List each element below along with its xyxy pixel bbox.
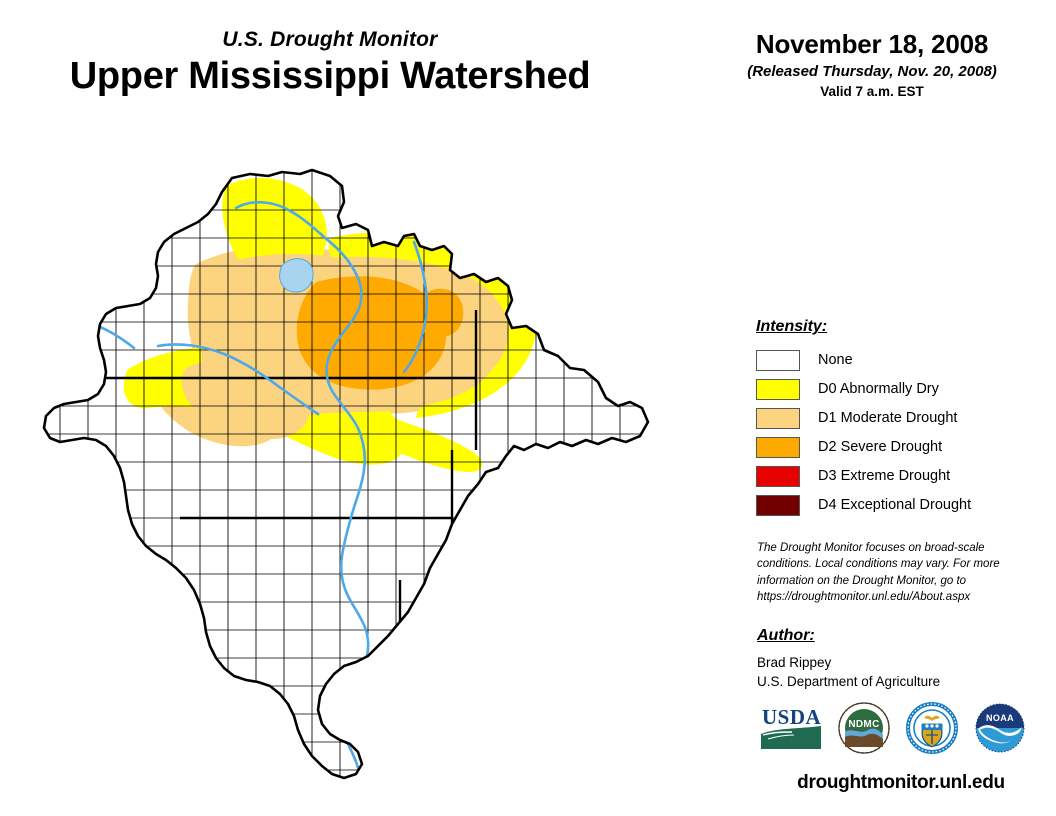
legend-item-d4[interactable]: D4 Exceptional Drought [756, 491, 1046, 520]
page-title: Upper Mississippi Watershed [69, 55, 591, 98]
legend: Intensity: None D0 Abnormally Dry D1 Mod… [756, 318, 1046, 520]
legend-swatch-d4 [756, 495, 800, 516]
usda-logo[interactable]: USDA [760, 702, 822, 755]
legend-item-d3[interactable]: D3 Extreme Drought [756, 462, 1046, 491]
region-d0-south-band [267, 403, 483, 472]
disclaimer-line-1: The Drought Monitor focuses on broad-sca… [757, 542, 985, 554]
legend-label-d0: D0 Abnormally Dry [818, 381, 939, 398]
legend-swatch-d2 [756, 437, 800, 458]
author-affiliation: U.S. Department of Agriculture [757, 674, 941, 690]
legend-swatch-d0 [756, 379, 800, 400]
legend-title: Intensity: [756, 318, 828, 335]
legend-item-d0[interactable]: D0 Abnormally Dry [756, 375, 1046, 404]
legend-item-d2[interactable]: D2 Severe Drought [756, 433, 1046, 462]
valid-time: Valid 7 a.m. EST [820, 83, 924, 99]
nws-seal-logo[interactable] [906, 702, 958, 759]
map-date: November 18, 2008 [755, 29, 989, 59]
svg-text:USDA: USDA [762, 705, 822, 729]
site-url[interactable]: droughtmonitor.unl.edu [797, 772, 1005, 793]
legend-swatch-d1 [756, 408, 800, 429]
svg-text:NDMC: NDMC [848, 719, 879, 730]
release-date: (Released Thursday, Nov. 20, 2008) [747, 62, 997, 80]
map-svg [42, 168, 650, 780]
author-title: Author: [757, 627, 815, 644]
ndmc-logo[interactable]: NDMC [838, 702, 890, 759]
subtitle-drought-monitor: U.S. Drought Monitor [222, 28, 438, 51]
legend-label-d1: D1 Moderate Drought [818, 410, 958, 427]
logo-row: USDA NDMC [756, 702, 1046, 764]
legend-item-d1[interactable]: D1 Moderate Drought [756, 404, 1046, 433]
map-drought-layer [44, 170, 648, 778]
disclaimer-line-2: conditions. Local conditions may vary. F… [757, 558, 1000, 571]
watershed-outline [42, 168, 650, 780]
noaa-logo[interactable]: NOAA [974, 702, 1026, 759]
header-title-block: U.S. Drought Monitor Upper Mississippi W… [0, 28, 660, 98]
legend-label-d2: D2 Severe Drought [818, 439, 943, 456]
legend-label-none: None [818, 352, 853, 369]
drought-map [0, 150, 720, 816]
legend-label-d3: D3 Extreme Drought [818, 468, 951, 485]
disclaimer-text: The Drought Monitor focuses on broad-sca… [757, 540, 1019, 605]
legend-swatch-d3 [756, 466, 800, 487]
author-block: Author: Brad Rippey U.S. Department of A… [757, 627, 1037, 691]
author-name: Brad Rippey [757, 655, 832, 670]
svg-text:NOAA: NOAA [986, 713, 1014, 723]
region-d2-severe [296, 276, 447, 390]
legend-swatch-none [756, 350, 800, 371]
lake-mille-lacs [279, 258, 314, 293]
disclaimer-line-3: information on the Drought Monitor, go t… [757, 574, 967, 587]
disclaimer-url[interactable]: https://droughtmonitor.unl.edu/About.asp… [757, 590, 971, 603]
header-date-block: November 18, 2008 (Released Thursday, No… [692, 30, 1052, 99]
legend-item-none[interactable]: None [756, 346, 1046, 375]
legend-label-d4: D4 Exceptional Drought [818, 497, 972, 514]
